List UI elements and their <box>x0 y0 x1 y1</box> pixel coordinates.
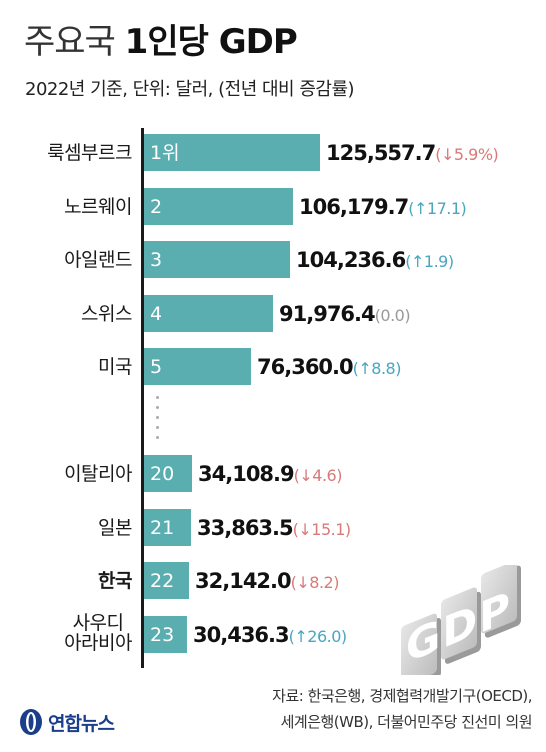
rank-label: 5 <box>150 356 163 378</box>
country-label: 노르웨이 <box>64 196 132 218</box>
chart-title: 주요국 1인당 GDP <box>24 14 298 63</box>
yonhap-logo-icon <box>20 709 42 735</box>
bar-row: 이탈리아 20 34,108.9(↓4.6) <box>0 454 546 494</box>
change-label: (↑8.8) <box>352 359 402 378</box>
value-label: 125,557.7 <box>326 141 436 165</box>
country-label: 일본 <box>98 517 132 539</box>
value-group: 76,360.0(↑8.8) <box>257 347 401 387</box>
value-group: 106,179.7(↑17.1) <box>299 187 467 227</box>
rank-label: 1위 <box>150 142 180 164</box>
bar <box>144 455 192 492</box>
rank-label: 4 <box>150 303 163 325</box>
ellipsis-dots <box>155 396 161 446</box>
value-label: 33,863.5 <box>197 516 294 540</box>
value-label: 32,142.0 <box>195 569 292 593</box>
bar <box>144 616 187 653</box>
value-group: 125,557.7(↓5.9%) <box>326 133 499 173</box>
value-group: 30,436.3(↑26.0) <box>193 615 347 655</box>
change-label: (↑1.9) <box>405 252 454 271</box>
bar-row: 일본 21 33,863.5(↓15.1) <box>0 508 546 548</box>
country-label: 이탈리아 <box>64 463 132 485</box>
bar <box>144 295 273 332</box>
chart-subtitle: 2022년 기준, 단위: 달러, (전년 대비 증감률) <box>25 79 355 100</box>
source-line-1: 자료: 한국은행, 경제협력개발기구(OECD), <box>272 687 532 705</box>
value-group: 32,142.0(↓8.2) <box>195 561 339 601</box>
rank-label: 2 <box>150 196 163 218</box>
change-label: (0.0) <box>374 306 411 325</box>
bar <box>144 188 293 225</box>
change-label: (↓8.2) <box>290 573 340 592</box>
bar <box>144 134 320 171</box>
yonhap-logo: 연합뉴스 <box>18 706 115 738</box>
value-group: 104,236.6(↑1.9) <box>296 240 454 280</box>
country-label: 아일랜드 <box>64 249 132 271</box>
rank-label: 21 <box>150 517 175 539</box>
bar-row: 아일랜드 3 104,236.6(↑1.9) <box>0 240 546 280</box>
title-light: 주요국 <box>24 22 116 62</box>
country-label: 미국 <box>98 356 132 378</box>
source-line-2: 세계은행(WB), 더불어민주당 진선미 의원 <box>280 713 533 731</box>
value-label: 104,236.6 <box>296 248 406 272</box>
bar-row: 룩셈부르크 1위 125,557.7(↓5.9%) <box>0 133 546 173</box>
bar-row: 사우디 아라비아 23 30,436.3(↑26.0) <box>0 612 546 655</box>
change-label: (↑17.1) <box>408 199 467 218</box>
value-label: 34,108.9 <box>198 462 295 486</box>
country-label: 사우디 아라비아 <box>64 612 132 654</box>
title-bold: 1인당 GDP <box>124 22 298 62</box>
bar <box>144 562 189 599</box>
bar <box>144 241 290 278</box>
value-group: 33,863.5(↓15.1) <box>197 508 351 548</box>
bar <box>144 348 251 385</box>
country-label: 룩셈부르크 <box>47 142 132 164</box>
country-label: 한국 <box>98 570 132 592</box>
country-label: 스위스 <box>81 303 132 325</box>
bar-row: 노르웨이 2 106,179.7(↑17.1) <box>0 187 546 227</box>
rank-label: 22 <box>150 570 175 592</box>
logo-text: 연합뉴스 <box>48 712 115 735</box>
change-label: (↓15.1) <box>292 520 352 539</box>
bar-row: 미국 5 76,360.0(↑8.8) <box>0 347 546 387</box>
value-group: 34,108.9(↓4.6) <box>198 454 342 494</box>
value-label: 91,976.4 <box>279 302 376 326</box>
change-label: (↓5.9%) <box>435 145 499 164</box>
value-label: 76,360.0 <box>257 355 354 379</box>
value-label: 106,179.7 <box>299 195 409 219</box>
bar-row: 스위스 4 91,976.4(0.0) <box>0 294 546 334</box>
source-note: 자료: 한국은행, 경제협력개발기구(OECD), 세계은행(WB), 더불어민… <box>272 683 532 735</box>
change-label: (↓4.6) <box>293 466 343 485</box>
rank-label: 3 <box>150 249 163 271</box>
rank-label: 20 <box>150 463 175 485</box>
value-label: 30,436.3 <box>193 623 290 647</box>
rank-label: 23 <box>150 624 175 646</box>
value-group: 91,976.4(0.0) <box>279 294 411 334</box>
category-axis-line <box>141 128 144 668</box>
change-label: (↑26.0) <box>288 627 348 646</box>
bar-row: 한국 22 32,142.0(↓8.2) <box>0 561 546 601</box>
gdp-3d-letters-illustration: GDP <box>401 565 521 675</box>
bar <box>144 509 191 546</box>
